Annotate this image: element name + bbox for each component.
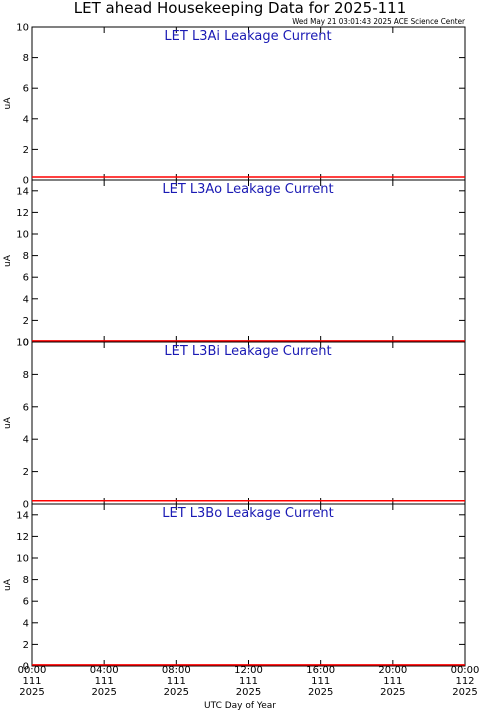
x-tick-label: 04:00 bbox=[90, 665, 119, 676]
panels-group: 0 2 4 6 8 10 uA LET L3Ai Leakage Current 0 2 4 6 8 10… bbox=[3, 23, 466, 673]
panel-frame bbox=[31, 26, 466, 181]
y-tick-label: 6 bbox=[23, 273, 29, 284]
y-tick-label: 0 bbox=[23, 176, 29, 187]
panel-title: LET L3Bi Leakage Current bbox=[164, 344, 331, 359]
x-tick-label: 2025 bbox=[236, 687, 261, 698]
y-tick-label: 8 bbox=[23, 251, 29, 262]
x-tick-label: 111 bbox=[22, 676, 41, 687]
x-tick-label: 08:00 bbox=[162, 665, 191, 676]
y-tick-label: 0 bbox=[23, 662, 29, 673]
x-tick-label: 2025 bbox=[19, 687, 44, 698]
y-tick-label: 2 bbox=[23, 640, 29, 651]
x-axis-label: UTC Day of Year bbox=[204, 701, 276, 711]
y-tick-label: 14 bbox=[16, 186, 29, 197]
x-tick-label: 2025 bbox=[164, 687, 189, 698]
x-tick-label: 111 bbox=[167, 676, 186, 687]
x-tick-label: 111 bbox=[311, 676, 330, 687]
x-tick-label: 16:00 bbox=[306, 665, 335, 676]
y-axis-label: uA bbox=[3, 416, 13, 429]
panel-1: 0 2 4 6 8 10 uA LET L3Ai Leakage Current bbox=[3, 23, 466, 187]
panel-2: 0 2 4 6 8 10 12 14 uA LET L3Ao Leakage Current bbox=[3, 179, 466, 349]
panel-title: LET L3Bo Leakage Current bbox=[162, 506, 334, 521]
generated-timestamp: Wed May 21 03:01:43 2025 ACE Science Cen… bbox=[292, 17, 465, 26]
x-tick-label: 111 bbox=[383, 676, 402, 687]
x-tick-label: 111 bbox=[95, 676, 114, 687]
y-tick-label: 10 bbox=[16, 554, 29, 565]
figure-title: LET ahead Housekeeping Data for 2025-111 bbox=[74, 0, 406, 17]
y-tick-label: 10 bbox=[16, 338, 29, 349]
y-tick-label: 4 bbox=[23, 435, 29, 446]
y-tick-label: 4 bbox=[23, 114, 29, 125]
y-tick-label: 12 bbox=[16, 532, 29, 543]
x-tick-label: 20:00 bbox=[378, 665, 407, 676]
y-tick-label: 2 bbox=[23, 316, 29, 327]
y-tick-label: 0 bbox=[23, 500, 29, 511]
x-axis: 00:00111202504:00111202508:00111202512:0… bbox=[18, 665, 480, 698]
x-tick-label: 12:00 bbox=[234, 665, 263, 676]
x-tick-label: 00:00 bbox=[451, 665, 480, 676]
y-tick-label: 10 bbox=[16, 23, 29, 34]
y-tick-label: 4 bbox=[23, 294, 29, 305]
panel-frame bbox=[31, 341, 466, 505]
x-tick-label: 2025 bbox=[308, 687, 333, 698]
y-tick-label: 8 bbox=[23, 370, 29, 381]
y-tick-label: 6 bbox=[23, 84, 29, 95]
panel-3: 0 2 4 6 8 10 uA LET L3Bi Leakage Current bbox=[3, 338, 466, 511]
y-tick-label: 6 bbox=[23, 402, 29, 413]
y-tick-label: 4 bbox=[23, 618, 29, 629]
y-tick-label: 6 bbox=[23, 597, 29, 608]
y-axis-label: uA bbox=[3, 254, 13, 267]
y-axis-label: uA bbox=[3, 578, 13, 591]
x-tick-label: 2025 bbox=[91, 687, 116, 698]
y-tick-label: 0 bbox=[23, 338, 29, 349]
panel-frame bbox=[31, 503, 466, 667]
y-tick-label: 8 bbox=[23, 53, 29, 64]
x-tick-label: 111 bbox=[239, 676, 258, 687]
y-tick-label: 2 bbox=[23, 145, 29, 156]
y-tick-label: 14 bbox=[16, 510, 29, 521]
y-tick-label: 2 bbox=[23, 467, 29, 478]
panel-title: LET L3Ai Leakage Current bbox=[164, 29, 331, 44]
x-tick-label: 112 bbox=[455, 676, 474, 687]
y-tick-label: 12 bbox=[16, 208, 29, 219]
panel-frame bbox=[31, 179, 466, 343]
y-tick-label: 8 bbox=[23, 575, 29, 586]
y-tick-label: 10 bbox=[16, 230, 29, 241]
y-axis-label: uA bbox=[3, 97, 13, 110]
x-tick-label: 00:00 bbox=[18, 665, 47, 676]
panel-4: 0 2 4 6 8 10 12 14 uA LET L3Bo Leakage Current bbox=[3, 503, 466, 673]
panel-title: LET L3Ao Leakage Current bbox=[162, 182, 333, 197]
x-tick-label: 2025 bbox=[452, 687, 477, 698]
x-tick-label: 2025 bbox=[380, 687, 405, 698]
